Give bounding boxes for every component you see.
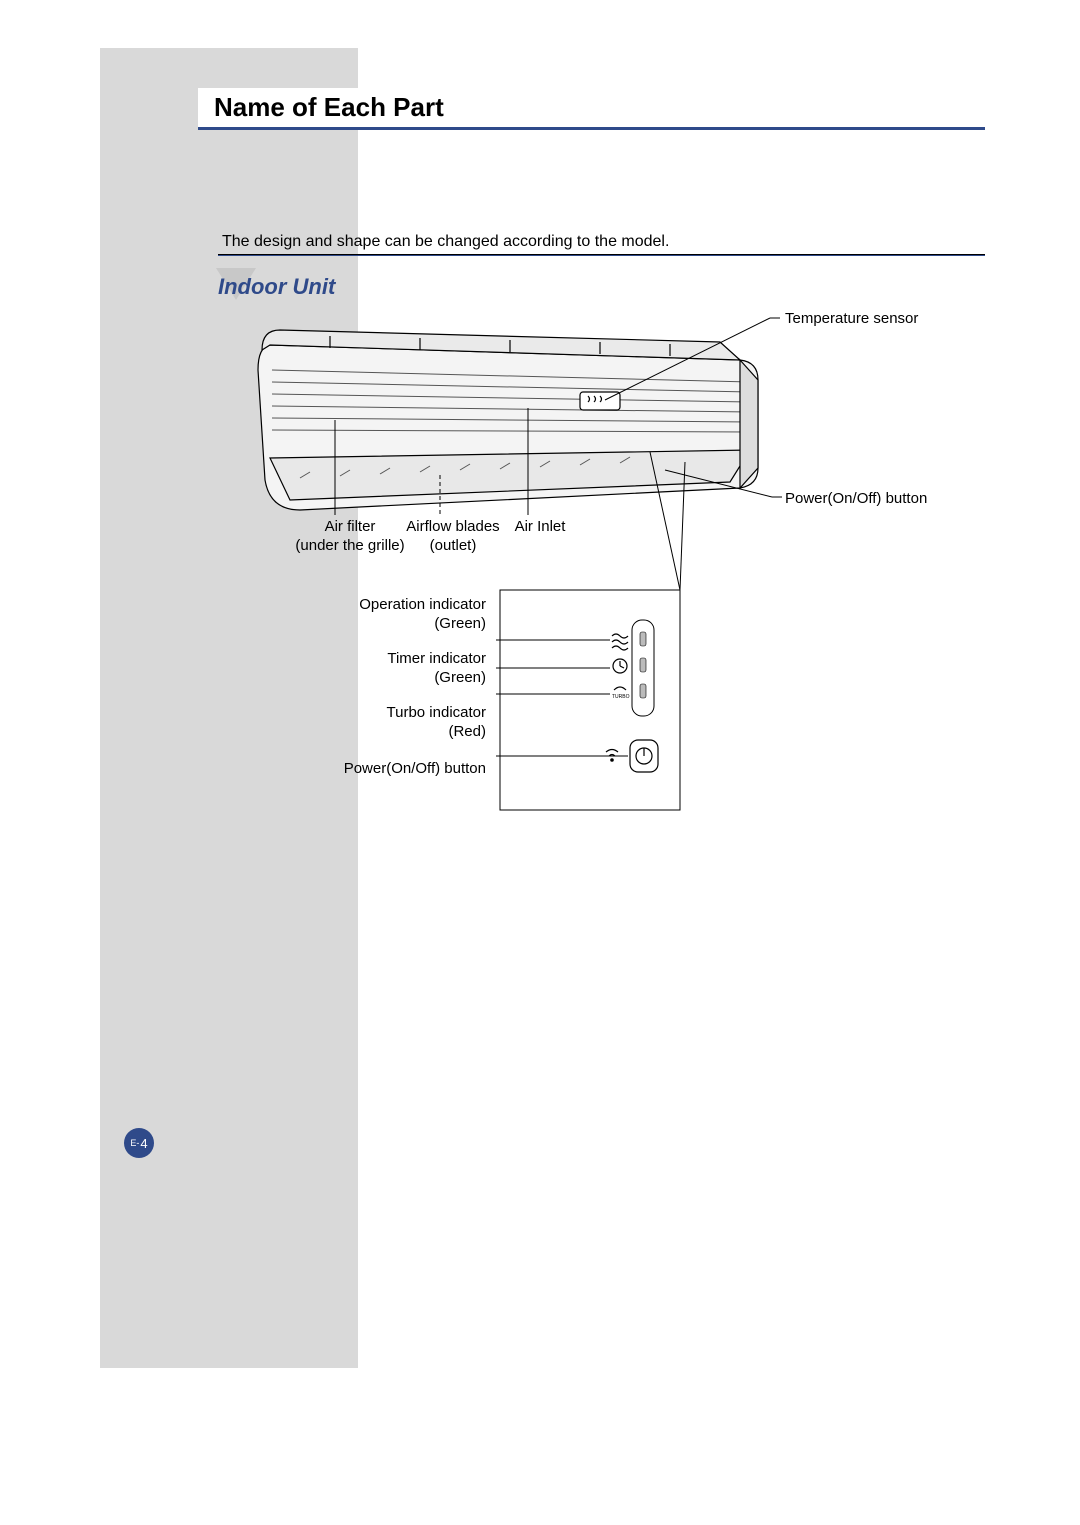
intro-text: The design and shape can be changed acco… (222, 233, 669, 251)
label-airflow-blades: Airflow blades (outlet) (398, 518, 508, 556)
label-operation-l1: Operation indicator (359, 596, 486, 613)
label-airflow-l2: (outlet) (430, 537, 477, 554)
label-airflow-l1: Airflow blades (406, 518, 499, 535)
label-power-button-left: Power(On/Off) button (326, 760, 486, 779)
label-air-filter-l2: (under the grille) (295, 537, 404, 554)
label-air-inlet: Air Inlet (500, 518, 580, 537)
label-turbo-l2: (Red) (448, 723, 486, 740)
label-operation-indicator: Operation indicator (Green) (326, 596, 486, 634)
label-timer-indicator: Timer indicator (Green) (326, 650, 486, 688)
label-turbo-l1: Turbo indicator (387, 704, 487, 721)
divider (218, 254, 985, 256)
label-air-filter-l1: Air filter (325, 518, 376, 535)
page-prefix: E- (130, 1138, 139, 1148)
label-timer-l1: Timer indicator (387, 650, 486, 667)
label-power-button-right: Power(On/Off) button (785, 490, 927, 509)
section-heading: Indoor Unit (218, 274, 335, 300)
label-operation-l2: (Green) (434, 615, 486, 632)
label-air-filter: Air filter (under the grille) (290, 518, 410, 556)
page-title: Name of Each Part (214, 92, 444, 123)
title-bar: Name of Each Part (198, 88, 985, 130)
label-timer-l2: (Green) (434, 669, 486, 686)
page-num: 4 (140, 1136, 147, 1151)
label-turbo-indicator: Turbo indicator (Red) (326, 704, 486, 742)
label-temperature-sensor: Temperature sensor (785, 310, 918, 329)
page-number-badge: E-4 (124, 1128, 154, 1158)
svg-text:TURBO: TURBO (612, 694, 630, 700)
